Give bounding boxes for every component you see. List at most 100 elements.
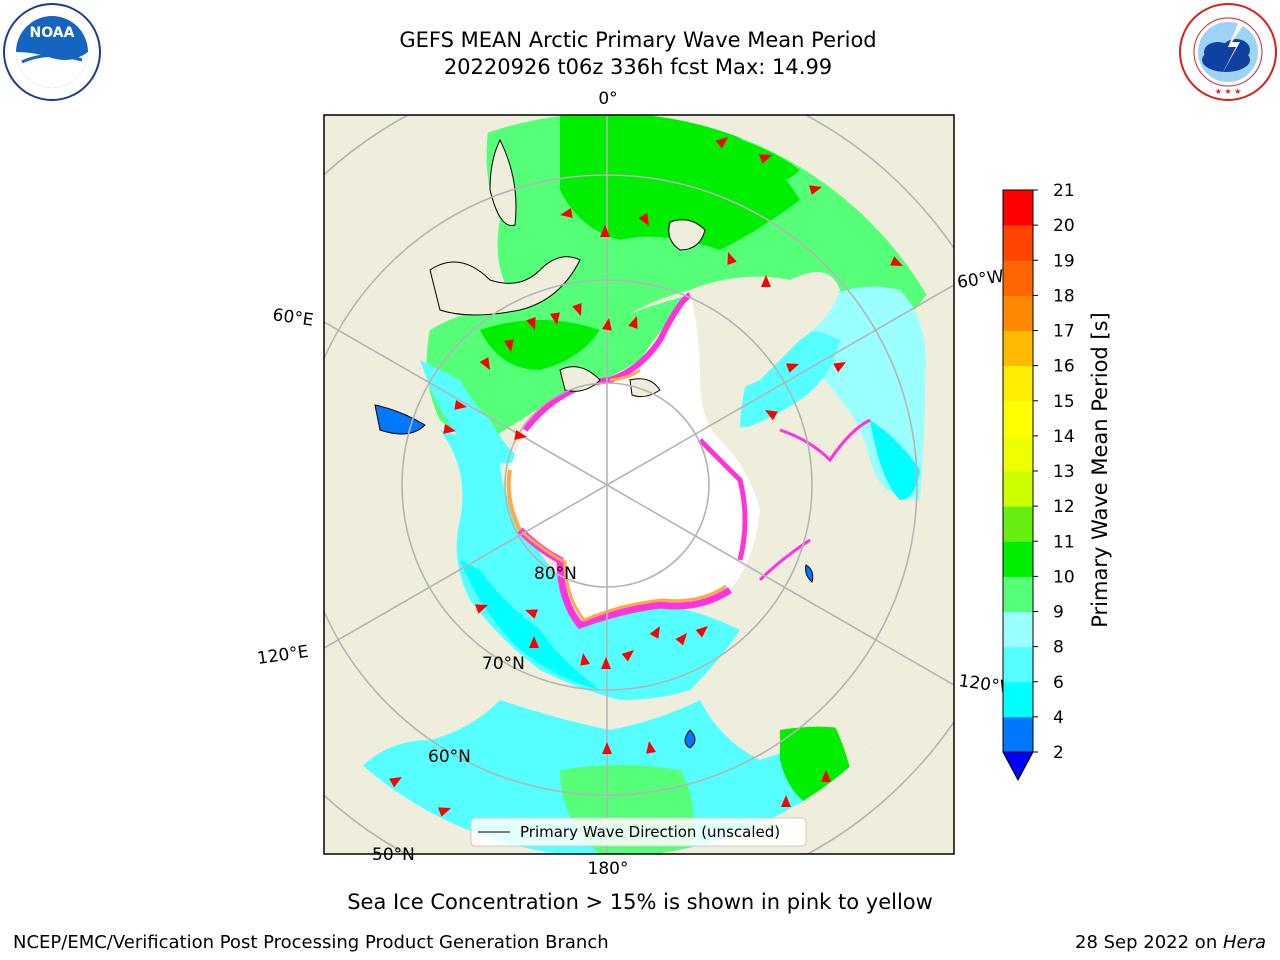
wave-arrow [638, 213, 649, 226]
wave-arrow [572, 303, 582, 316]
colorbar-segment [1003, 471, 1033, 507]
graticule [324, 115, 954, 854]
wave-arrow [438, 807, 451, 817]
lat-label-80: 80°N [534, 564, 577, 584]
wave-arrow [475, 604, 488, 614]
noaa-text: NOAA [30, 25, 75, 41]
wave-arrow [549, 312, 560, 325]
colorbar-label: Primary Wave Mean Period [s] [1088, 312, 1112, 628]
colorbar-tick-label: 15 [1053, 392, 1075, 412]
sea-ice-area [508, 295, 760, 625]
colorbar-tick-label: 10 [1053, 567, 1075, 587]
chart-subtitle: 20220926 t06z 336h fcst Max: 14.99 [443, 55, 833, 79]
colorbar-tick-label: 9 [1053, 603, 1064, 623]
lat-label-60: 60°N [428, 747, 471, 767]
colorbar-tick-label: 14 [1053, 427, 1075, 447]
host-text: Hera [1222, 932, 1266, 953]
wave-arrow [695, 626, 708, 638]
colorbar-segment [1003, 435, 1033, 472]
wave-arrow [765, 410, 778, 421]
lat-label-50: 50°N [372, 845, 415, 865]
lon-label-0: 0° [598, 89, 617, 109]
colorbar-tick-label: 12 [1053, 497, 1075, 517]
wave-arrow [503, 339, 514, 352]
colorbar-tick-label: 19 [1053, 251, 1075, 271]
wave-arrow [821, 770, 831, 782]
colorbar-segment [1003, 611, 1033, 648]
colorbar-segment [1003, 295, 1033, 331]
wave-arrow [479, 357, 490, 370]
colorbar-tick-label: 2 [1053, 743, 1064, 763]
sea-ice-note: Sea Ice Concentration > 15% is shown in … [347, 890, 933, 914]
wave-arrow [580, 653, 591, 666]
colorbar-tick-label: 20 [1053, 216, 1075, 236]
wave-arrow [514, 429, 527, 440]
colorbar-segment [1003, 716, 1033, 753]
colorbar-segment [1003, 681, 1033, 718]
wave-arrow [781, 795, 791, 807]
lat-label-70: 70°N [482, 654, 525, 674]
map-frame [323, 114, 955, 855]
legend-label: Primary Wave Direction (unscaled) [520, 823, 780, 841]
meridian-60w [606, 284, 954, 486]
land-greenland [680, 272, 840, 390]
colorbar-segment [1003, 190, 1033, 226]
chart-title: GEFS MEAN Arctic Primary Wave Mean Perio… [399, 28, 877, 52]
colorbar-segment [1003, 646, 1033, 683]
date-text: 28 Sep 2022 on [1075, 932, 1223, 953]
colorbar-tick-label: 21 [1053, 181, 1075, 201]
wave-arrow [715, 137, 728, 149]
colorbar-under-arrow [1002, 751, 1034, 782]
wave-arrow [890, 256, 903, 266]
wave-arrow [601, 657, 611, 669]
lon-label-180: 180° [588, 859, 629, 879]
wave-arrow [649, 626, 660, 639]
lon-label-120e: 120°E [256, 642, 310, 669]
wave-arrow [786, 363, 799, 373]
wave-arrow [759, 154, 772, 164]
wave-arrow [761, 275, 771, 287]
colorbar-segment [1003, 400, 1033, 437]
colorbar-segment [1003, 541, 1033, 577]
colorbar-tick-label: 16 [1053, 357, 1075, 377]
lon-label-60e: 60°E [271, 305, 314, 330]
wave-arrow [525, 609, 538, 619]
wave-arrows [389, 137, 903, 817]
colorbar-segment [1003, 506, 1033, 542]
wave-arrow [526, 317, 536, 330]
meridian-120e [324, 484, 608, 649]
wave-arrow [454, 399, 467, 410]
wave-arrow [809, 185, 822, 195]
wave-arrow [621, 650, 634, 662]
meridian-60e [324, 321, 608, 486]
lon-label-60w: 60°W [956, 267, 1005, 293]
colorbar-tick-label: 8 [1053, 638, 1064, 658]
wave-arrow [628, 316, 638, 329]
wave-arrow [600, 225, 610, 237]
colorbar-tick-label: 13 [1053, 462, 1075, 482]
map-legend: Primary Wave Direction (unscaled) [470, 817, 807, 847]
wave-arrow [727, 252, 737, 265]
wave-arrow [443, 423, 456, 434]
wave-arrow [389, 777, 402, 788]
wave-arrow [602, 742, 612, 754]
colorbar-segment [1003, 330, 1033, 367]
meridian-120w [606, 484, 954, 686]
wave-arrow [675, 633, 687, 646]
noaa-logo: NOAA [2, 2, 102, 102]
colorbar-segment [1003, 225, 1033, 261]
colorbar-tick-label: 17 [1053, 322, 1075, 342]
colorbar-segment [1003, 576, 1033, 612]
wave-arrow [601, 318, 612, 331]
date-stamp: 28 Sep 2022 on Hera [1075, 932, 1266, 953]
colorbar-tick-label: 18 [1053, 286, 1075, 306]
colorbar: 2 4 6 8 9 10 11 12 13 14 15 16 17 18 19 20 21 [1002, 181, 1075, 763]
colorbar-segment [1003, 260, 1033, 296]
wave-arrow [560, 207, 573, 218]
nws-logo: ★ ★ ★ [1178, 2, 1278, 102]
wave-arrow [529, 636, 539, 648]
colorbar-tick-label: 11 [1053, 532, 1075, 552]
colorbar-segment [1003, 365, 1033, 402]
svg-text:★ ★ ★: ★ ★ ★ [1215, 87, 1242, 96]
